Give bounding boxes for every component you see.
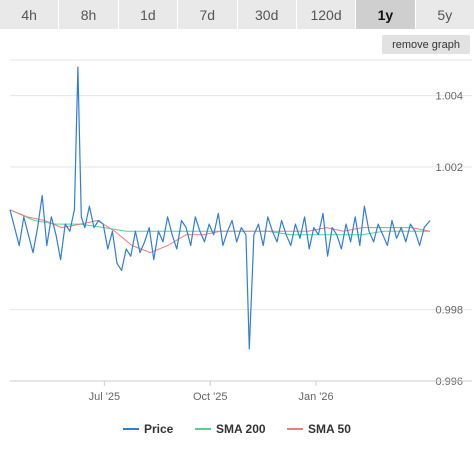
y-tick-label: 0.998 bbox=[435, 305, 463, 317]
range-tab-5y[interactable]: 5y bbox=[415, 0, 474, 29]
price-series-line bbox=[9, 66, 431, 350]
x-tick-label: Oct '25 bbox=[193, 391, 228, 403]
x-tick-label: Jan '26 bbox=[299, 391, 334, 403]
legend-item-sma50-label: SMA 50 bbox=[308, 422, 351, 436]
y-tick-label: 1.004 bbox=[435, 91, 463, 103]
legend-item-sma200-label: SMA 200 bbox=[216, 422, 266, 436]
time-range-tabs: 4h 8h 1d 7d 30d 120d 1y 5y bbox=[0, 0, 474, 29]
y-tick-label: 1.002 bbox=[435, 162, 463, 174]
range-tab-1y[interactable]: 1y bbox=[356, 0, 415, 29]
legend-item-price-label: Price bbox=[144, 422, 174, 436]
range-tab-7d[interactable]: 7d bbox=[178, 0, 237, 29]
remove-graph-button[interactable]: remove graph bbox=[382, 35, 470, 54]
range-tab-30d[interactable]: 30d bbox=[237, 0, 296, 29]
range-tab-8h[interactable]: 8h bbox=[59, 0, 118, 29]
y-tick-label: 0.996 bbox=[435, 376, 463, 388]
range-tab-4h[interactable]: 4h bbox=[0, 0, 59, 29]
range-tab-120d[interactable]: 120d bbox=[296, 0, 356, 29]
x-tick-label: Jul '25 bbox=[89, 391, 120, 403]
range-tab-1d[interactable]: 1d bbox=[118, 0, 178, 29]
